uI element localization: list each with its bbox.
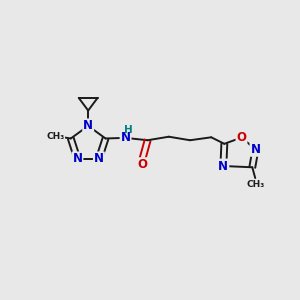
Text: N: N	[121, 131, 130, 144]
Text: CH₃: CH₃	[246, 180, 264, 189]
Text: N: N	[83, 119, 93, 132]
Text: O: O	[236, 131, 247, 144]
Text: N: N	[250, 143, 260, 156]
Text: O: O	[137, 158, 147, 171]
Text: N: N	[218, 160, 228, 172]
Text: CH₃: CH₃	[46, 133, 64, 142]
Text: N: N	[94, 152, 104, 165]
Text: N: N	[72, 152, 82, 165]
Text: H: H	[124, 124, 132, 135]
